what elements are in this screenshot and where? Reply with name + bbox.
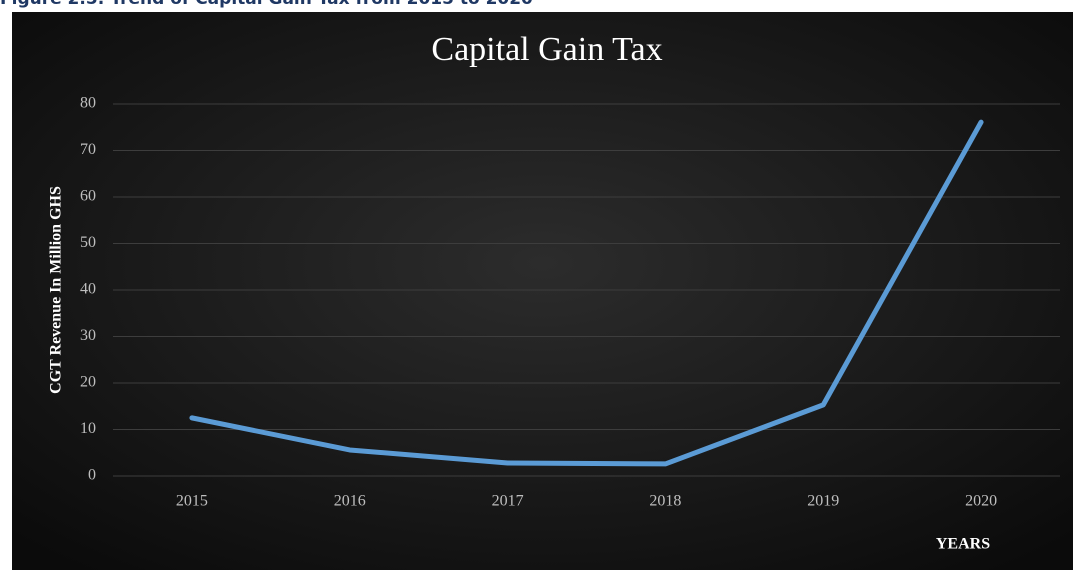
y-tick-label: 60 [80, 188, 96, 205]
y-tick-label: 70 [80, 141, 96, 158]
figure-caption: Figure 2.5: Trend of Capital Gain Tax fr… [0, 0, 533, 9]
x-tick-label: 2018 [649, 493, 681, 510]
x-tick-label: 2015 [176, 493, 208, 510]
data-line [189, 119, 984, 467]
y-tick-label: 80 [80, 95, 96, 112]
y-tick-label: 30 [80, 327, 96, 344]
chart-title: Capital Gain Tax [431, 31, 662, 68]
x-axis-label: YEARS [936, 536, 990, 553]
chart-background [12, 12, 1073, 570]
y-axis-label: CGT Revenue In Million GHS [48, 186, 65, 394]
y-tick-label: 0 [88, 467, 96, 484]
x-tick-label: 2016 [334, 493, 366, 510]
x-tick-label: 2019 [807, 493, 839, 510]
y-tick-label: 20 [80, 374, 96, 391]
y-tick-label: 10 [80, 420, 96, 437]
x-tick-label: 2020 [965, 493, 997, 510]
x-tick-label: 2017 [492, 493, 524, 510]
y-tick-label: 50 [80, 234, 96, 251]
y-tick-label: 40 [80, 281, 96, 298]
